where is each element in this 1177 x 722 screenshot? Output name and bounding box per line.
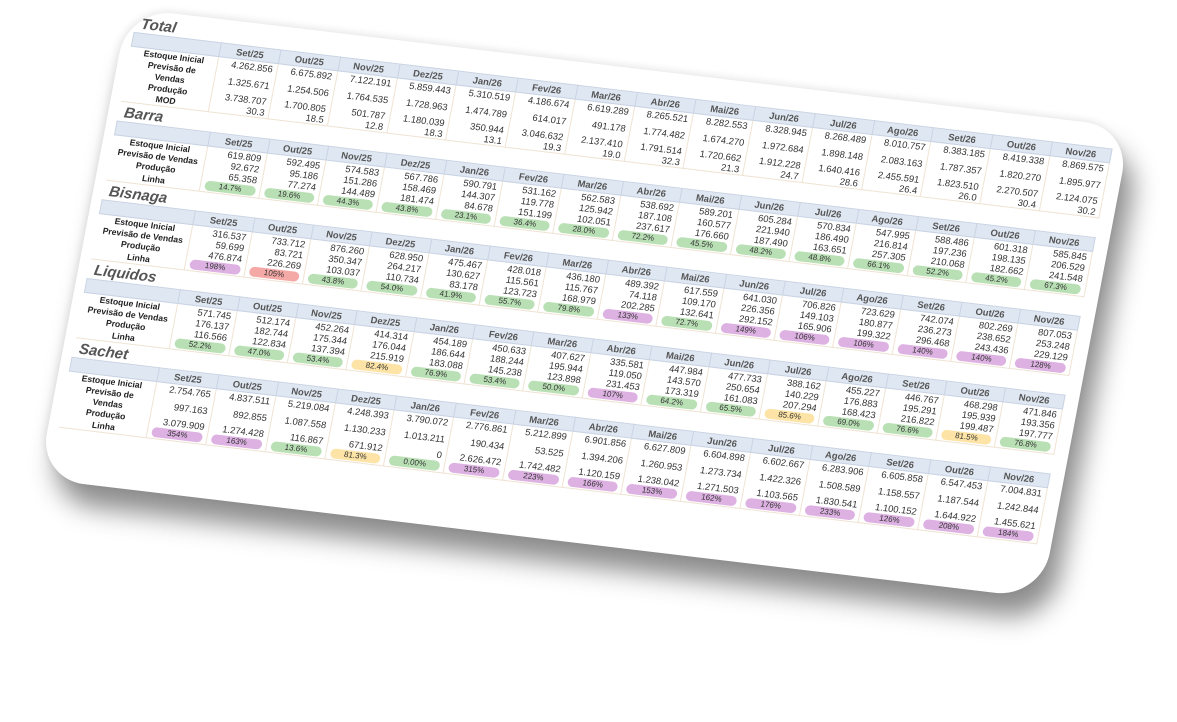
dashboard-card: Total Set/25 Out/25 Nov/25 Dez/25 Jan/26 Fev/2…: [38, 8, 1131, 599]
